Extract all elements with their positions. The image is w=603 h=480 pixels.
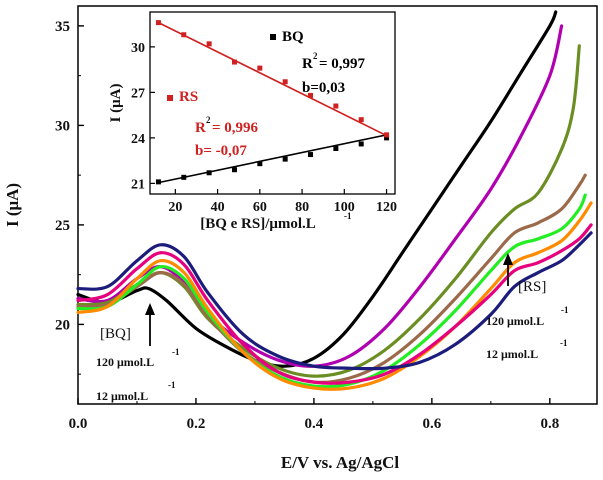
inset-point-rs bbox=[358, 117, 364, 123]
rs-arrow-head bbox=[503, 253, 513, 265]
main-y-tick-label: 20 bbox=[55, 317, 70, 333]
main-x-tick-label: 0.2 bbox=[187, 416, 206, 432]
main-plot-series bbox=[76, 10, 593, 391]
inset-point-bq bbox=[181, 174, 187, 180]
inset-point-bq bbox=[206, 170, 212, 176]
inset-legend-rs-marker bbox=[167, 95, 173, 101]
bq-concentration-label: [BQ] bbox=[100, 326, 131, 342]
inset-legend-rs-label: RS bbox=[179, 89, 198, 105]
main-axis-ticks: 0.0 0.2 0.4 0.6 0.8 20 25 30 35 bbox=[55, 19, 559, 432]
bq-arrow-head bbox=[145, 303, 155, 315]
main-x-tick-label: 0.0 bbox=[69, 416, 88, 432]
rs-high-label: 120 μmol.L bbox=[486, 314, 544, 328]
inset-x-axis-title-sup: -1 bbox=[344, 211, 352, 221]
inset-x-tick-label: 80 bbox=[295, 200, 309, 215]
inset-point-rs bbox=[282, 79, 288, 85]
rs-annotation: [RS] 120 μmol.L -1 12 μmol.L -1 bbox=[486, 253, 569, 361]
main-y-axis-title: I (μA) bbox=[3, 183, 22, 227]
inset-point-bq bbox=[257, 161, 263, 167]
inset-rs-slope: b= -0,07 bbox=[195, 143, 247, 159]
inset-y-axis-title: I (μA) bbox=[108, 84, 124, 123]
inset-bq-r2-value: = 0,997 bbox=[319, 56, 366, 72]
voltammogram-curve-5 bbox=[76, 193, 587, 389]
inset-point-bq bbox=[282, 156, 288, 162]
inset-y-tick-label: 27 bbox=[131, 86, 145, 101]
inset-point-bq bbox=[155, 179, 161, 185]
inset-series bbox=[155, 20, 390, 185]
inset-point-bq bbox=[358, 141, 364, 147]
inset-bq-slope: b=0,03 bbox=[302, 80, 345, 96]
main-x-axis-title: E/V vs. Ag/AgCl bbox=[281, 453, 400, 472]
inset-point-bq bbox=[384, 135, 390, 141]
inset-x-tick-label: 40 bbox=[211, 200, 225, 215]
inset-point-rs bbox=[155, 20, 161, 26]
inset-legend-bq-label: BQ bbox=[282, 29, 304, 45]
inset-axis-ticks: 20 40 60 80 100 120 21 24 27 30 bbox=[131, 41, 397, 215]
inset-point-bq bbox=[333, 146, 339, 151]
inset-legend-bq-marker bbox=[270, 34, 276, 40]
inset-y-tick-label: 24 bbox=[131, 132, 145, 147]
inset-point-rs bbox=[231, 59, 237, 65]
main-y-tick-label: 35 bbox=[55, 19, 70, 35]
inset-x-tick-label: 60 bbox=[253, 200, 267, 215]
inset-x-tick-label: 100 bbox=[334, 200, 355, 215]
inset-point-rs bbox=[308, 92, 314, 98]
inset-point-bq bbox=[231, 167, 237, 173]
inset-point-rs bbox=[384, 132, 390, 138]
voltammogram-curve-1 bbox=[76, 10, 558, 368]
inset-point-bq bbox=[308, 152, 314, 158]
inset-frame bbox=[149, 11, 396, 195]
main-x-tick-label: 0.6 bbox=[422, 416, 441, 432]
inset-x-tick-label: 120 bbox=[376, 200, 397, 215]
main-y-tick-label: 25 bbox=[55, 218, 70, 234]
inset-point-rs bbox=[257, 65, 263, 71]
inset-fit-line-bq bbox=[158, 134, 387, 184]
inset-bq-r2-prefix: R bbox=[302, 56, 313, 72]
rs-concentration-label: [RS] bbox=[518, 279, 546, 295]
rs-high-sup: -1 bbox=[561, 305, 569, 315]
inset-x-axis-title: [BQ e RS]/μmol.L bbox=[200, 216, 316, 232]
inset-point-rs bbox=[333, 103, 339, 109]
rs-low-label: 12 μmol.L bbox=[486, 347, 538, 361]
inset-point-rs bbox=[181, 32, 187, 38]
main-plot-frame bbox=[77, 5, 598, 405]
main-x-tick-label: 0.4 bbox=[305, 416, 324, 432]
voltammogram-curve-4 bbox=[76, 173, 587, 384]
voltammogram-curve-8 bbox=[76, 231, 593, 371]
rs-low-sup: -1 bbox=[560, 338, 568, 348]
voltammogram-curve-6 bbox=[76, 201, 593, 391]
bq-low-sup: -1 bbox=[168, 380, 176, 390]
bq-high-sup: -1 bbox=[172, 347, 180, 357]
bq-high-label: 120 μmol.L bbox=[96, 355, 154, 369]
inset-bq-r2-sup: 2 bbox=[313, 51, 318, 61]
bq-annotation: [BQ] 120 μmol.L -1 12 μmol.L -1 bbox=[96, 303, 180, 403]
inset-y-tick-label: 30 bbox=[131, 41, 145, 56]
main-y-tick-label: 30 bbox=[55, 118, 70, 134]
inset-fit-line-rs bbox=[158, 21, 387, 137]
voltammogram-curve-7 bbox=[76, 223, 593, 385]
inset-rs-r2-sup: 2 bbox=[206, 115, 211, 125]
inset-rs-r2-prefix: R bbox=[195, 120, 206, 136]
inset-x-tick-label: 20 bbox=[168, 200, 182, 215]
main-x-tick-label: 0.8 bbox=[540, 416, 559, 432]
inset-y-tick-label: 21 bbox=[131, 177, 145, 192]
inset-rs-r2-value: = 0,996 bbox=[212, 120, 259, 136]
inset-point-rs bbox=[206, 41, 212, 47]
bq-low-label: 12 μmol.L bbox=[96, 389, 148, 403]
